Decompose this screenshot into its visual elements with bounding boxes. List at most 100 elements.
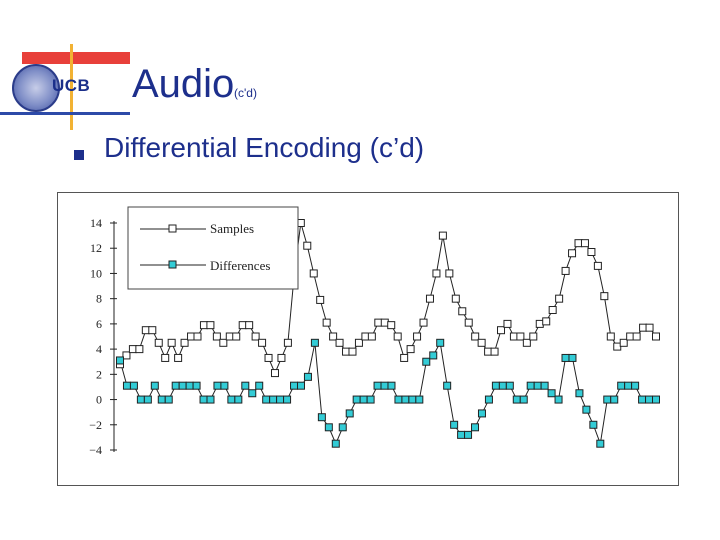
point-differences [185,381,194,390]
point-differences [645,395,654,404]
point-differences [484,395,493,404]
point-differences [512,395,521,404]
point-differences [122,381,131,390]
point-differences [491,381,500,390]
point-differences [331,439,340,448]
point-samples [574,239,583,248]
y-tick-label: 8 [96,292,102,306]
y-tick-label: 0 [96,393,102,407]
point-differences [519,395,528,404]
point-differences [290,381,299,390]
point-samples [542,317,551,326]
point-differences [310,338,319,347]
point-samples [413,332,422,341]
y-tick-label: 2 [96,367,102,381]
point-samples [568,249,577,258]
point-samples [212,332,221,341]
point-samples [490,347,499,356]
point-differences [171,381,180,390]
point-differences [401,395,410,404]
point-differences [143,395,152,404]
page-title-suffix: (c'd) [234,86,257,100]
point-differences [422,357,431,366]
point-differences [345,409,354,418]
point-samples [251,332,260,341]
point-differences [443,381,452,390]
y-tick-label: −2 [89,418,102,432]
point-differences [589,420,598,429]
point-differences [366,395,375,404]
point-samples [180,338,189,347]
point-samples [626,332,635,341]
point-differences [283,395,292,404]
point-differences [554,395,563,404]
point-differences [464,430,473,439]
point-samples [187,332,196,341]
point-differences [582,405,591,414]
bullet-marker [74,150,84,160]
y-tick-label: 14 [90,216,102,230]
point-samples [561,266,570,275]
point-differences [638,395,647,404]
point-samples [529,332,538,341]
point-differences [213,381,222,390]
point-samples [122,351,131,360]
point-samples [174,353,183,362]
point-samples [535,319,544,328]
point-differences [317,413,326,422]
point-samples [580,239,589,248]
point-differences [206,395,215,404]
logo-text: UCB [52,76,91,95]
point-differences [408,395,417,404]
point-differences [324,423,333,432]
point-samples [303,241,312,250]
point-samples [484,347,493,356]
point-differences [116,356,124,365]
point-samples [471,332,480,341]
point-differences [533,381,542,390]
point-samples [639,323,648,332]
point-samples [141,326,150,335]
point-samples [232,332,241,341]
legend: Samples Differences [127,206,299,290]
point-samples [458,307,467,316]
point-differences [255,381,264,390]
point-samples [380,318,389,327]
point-samples [593,261,602,270]
point-differences [338,423,347,432]
page-title: Audio [132,62,235,106]
point-samples [309,269,318,278]
y-tick-label: 6 [96,317,102,331]
y-tick-label: −4 [89,443,102,457]
point-differences [561,353,570,362]
chart: 14 12 10 8 6 4 2 0 −2 −4 Samples Differences [89,206,660,457]
point-samples [342,347,351,356]
point-differences [498,381,507,390]
point-samples [464,318,473,327]
legend-marker-samples [168,224,177,233]
point-differences [227,395,236,404]
point-samples [154,338,163,347]
y-tick-label: 4 [96,342,102,356]
point-samples [335,338,344,347]
point-differences [387,381,396,390]
point-differences [540,381,549,390]
point-differences [380,381,389,390]
logo-horizontal-rule [0,112,130,115]
point-samples [348,347,357,356]
point-samples [367,332,376,341]
logo [12,52,130,124]
point-differences [568,353,577,362]
point-differences [276,395,285,404]
point-samples [199,321,208,330]
point-differences [157,395,166,404]
point-samples [354,338,363,347]
point-differences [610,395,619,404]
point-differences [296,381,305,390]
point-samples [148,326,157,335]
point-differences [248,389,257,398]
point-differences [303,372,312,381]
point-samples [438,231,447,240]
point-samples [613,342,622,351]
point-differences [450,420,459,429]
